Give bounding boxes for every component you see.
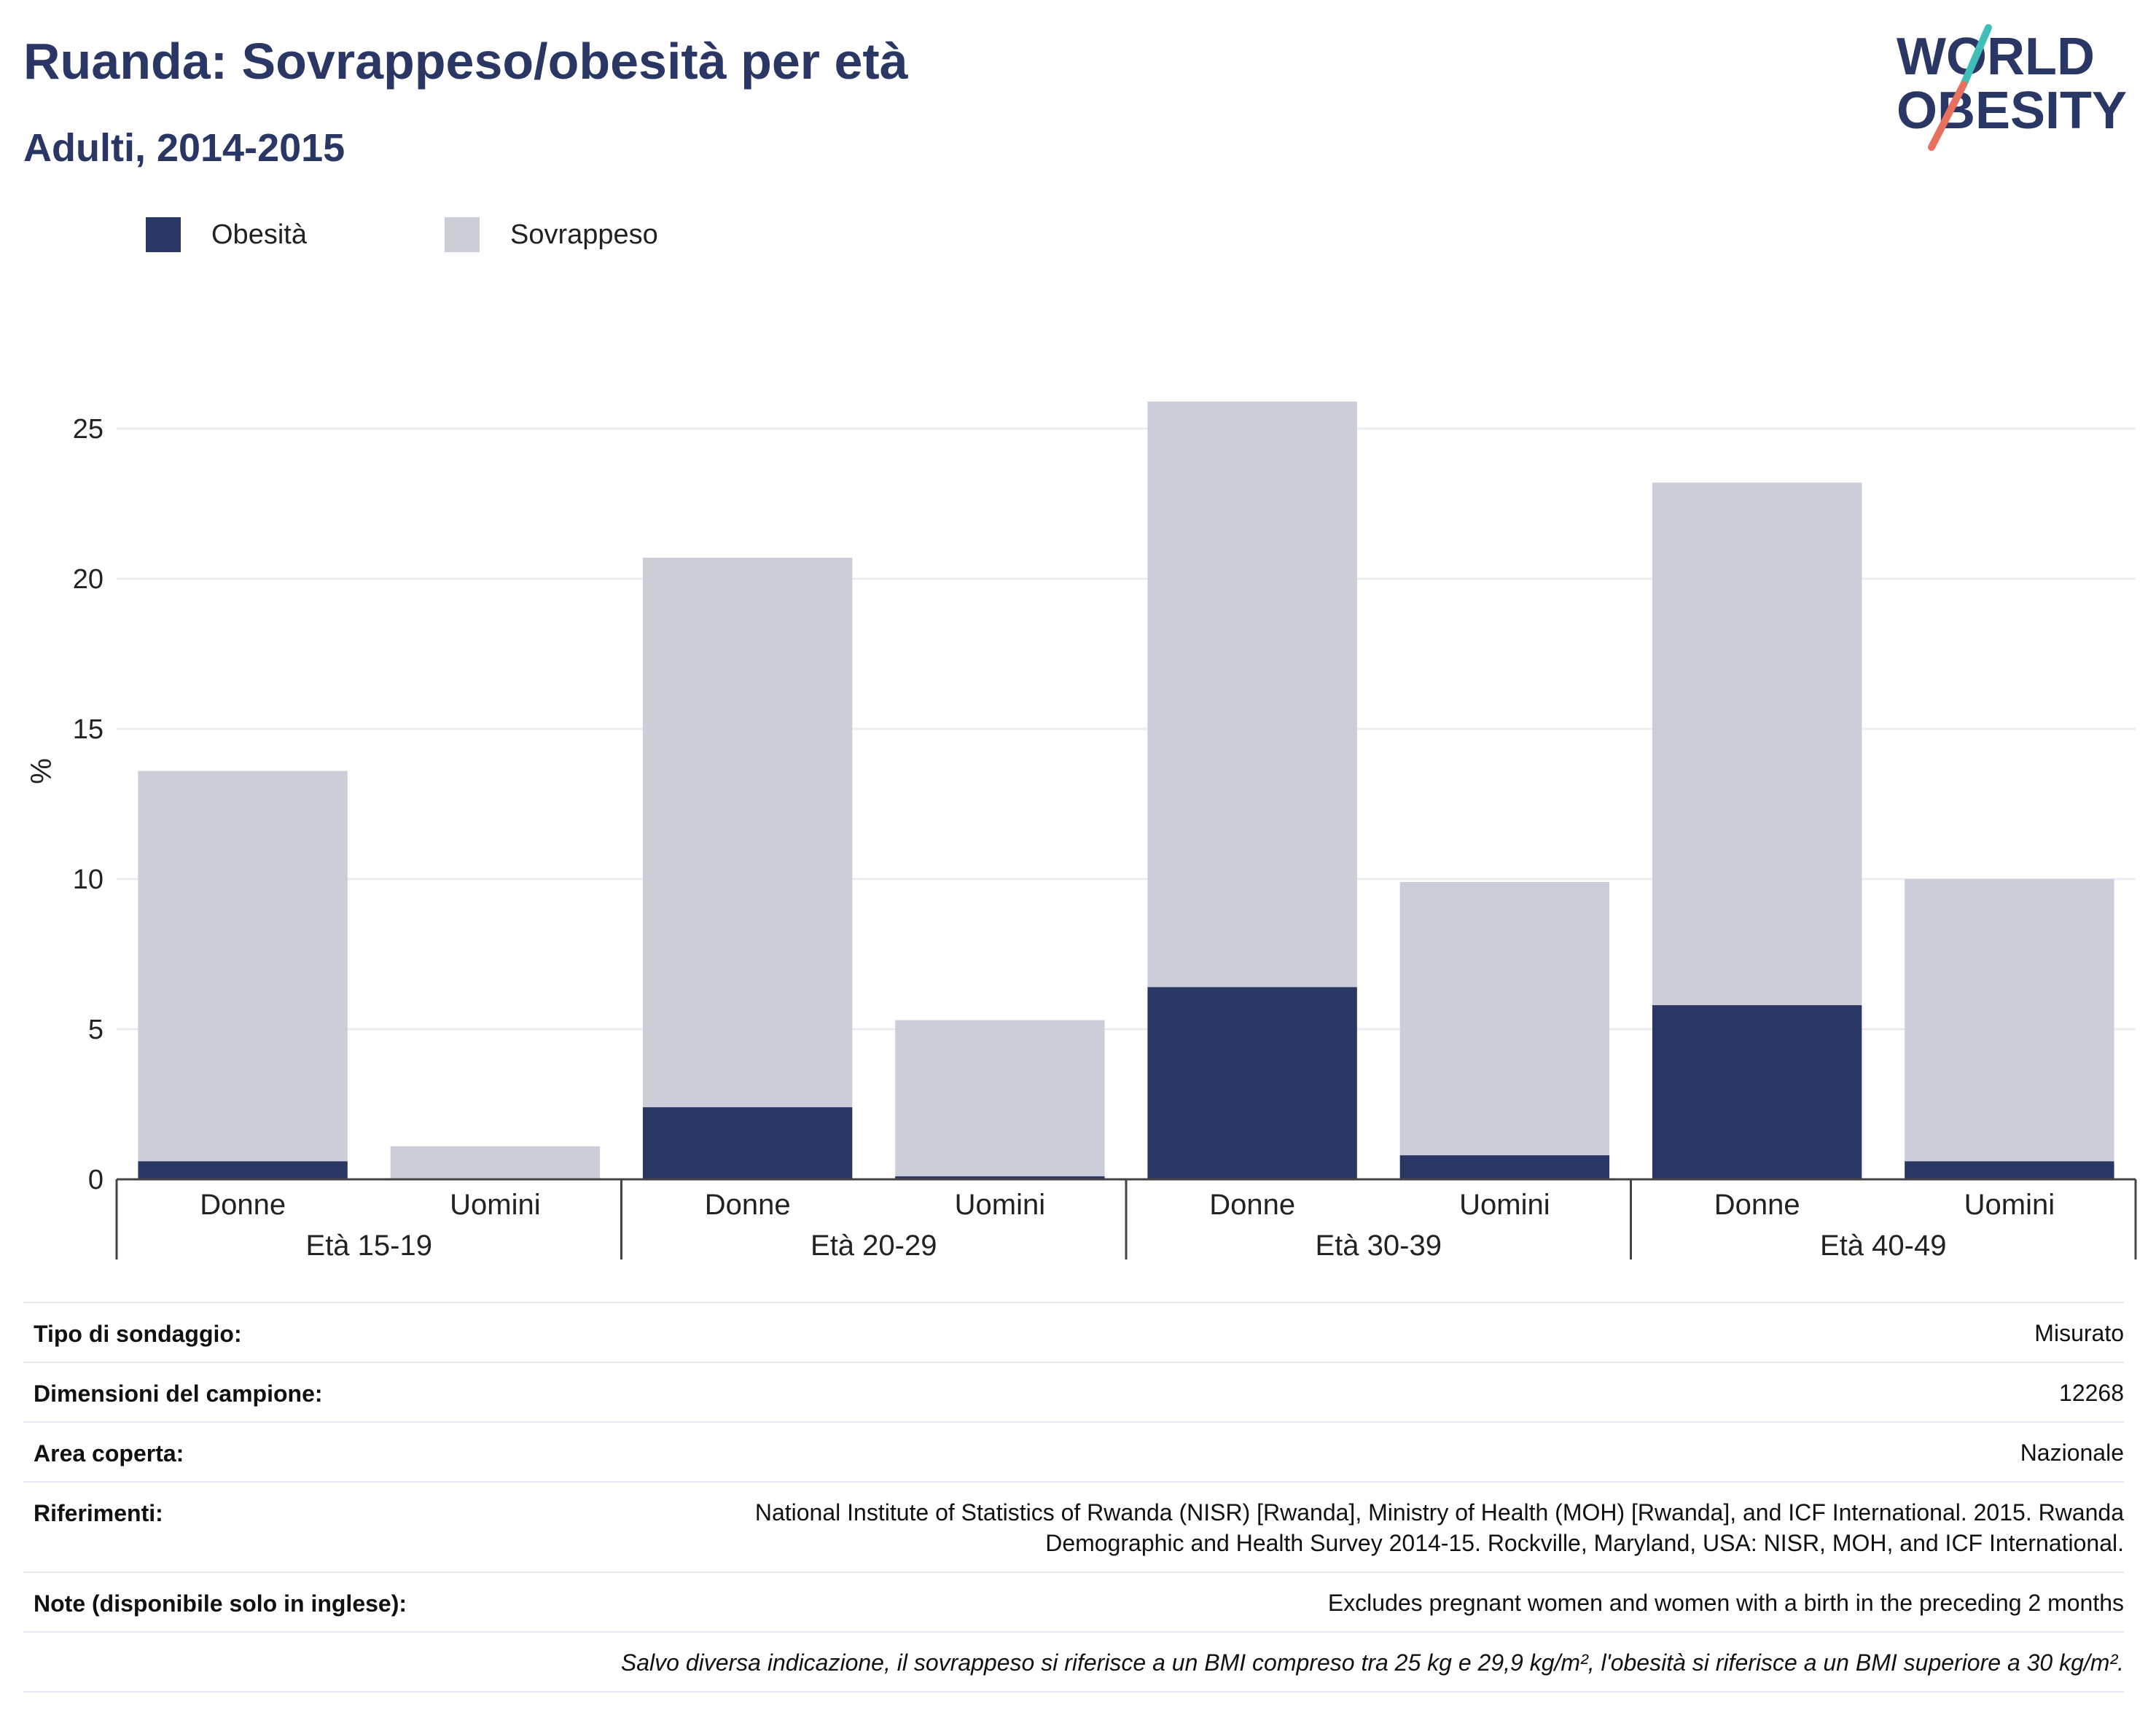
bar-obesity bbox=[642, 1107, 853, 1179]
bar-obesity bbox=[1399, 1155, 1610, 1179]
group-label: Età 15-19 bbox=[306, 1230, 432, 1262]
legend-swatch-obesity bbox=[146, 217, 181, 252]
legend-item-overweight[interactable]: Sovrappeso bbox=[445, 217, 658, 252]
x-tick-label: Donne bbox=[1714, 1189, 1800, 1221]
info-row: Riferimenti: National Institute of Statis… bbox=[23, 1481, 2124, 1571]
info-row: Dimensioni del campione: 12268 bbox=[23, 1362, 2124, 1421]
page-title: Ruanda: Sovrappeso/obesità per età bbox=[23, 33, 908, 90]
bar-overweight bbox=[642, 558, 853, 1108]
x-tick-label: Donne bbox=[705, 1189, 791, 1221]
info-row: Tipo di sondaggio: Misurato bbox=[23, 1302, 2124, 1362]
y-tick-label: 25 bbox=[73, 414, 103, 445]
y-axis-label: % bbox=[26, 758, 58, 784]
y-tick-label: 10 bbox=[73, 864, 103, 895]
info-bottom-border bbox=[23, 1691, 2124, 1692]
bar-overweight bbox=[1399, 882, 1610, 1156]
info-label: Riferimenti: bbox=[34, 1500, 163, 1526]
bar-obesity bbox=[138, 1161, 348, 1179]
info-row: Salvo diversa indicazione, il sovrappeso… bbox=[23, 1631, 2124, 1691]
info-value: National Institute of Statistics of Rwan… bbox=[754, 1499, 2124, 1526]
legend-swatch-overweight bbox=[445, 217, 480, 252]
bar-overweight bbox=[138, 770, 348, 1162]
logo-line-2: OBESITY bbox=[1897, 82, 2127, 140]
info-row: Note (disponibile solo in inglese): Exclu… bbox=[23, 1571, 2124, 1631]
logo-slash-teal bbox=[1960, 24, 1992, 88]
legend-item-obesity[interactable]: Obesità bbox=[146, 217, 307, 252]
group-label: Età 20-29 bbox=[811, 1230, 937, 1262]
info-value: Nazionale bbox=[2020, 1440, 2124, 1466]
stacked-bar-chart: 0 5 10 15 20 25% Donne Uomini Donne Uomini Donne Uo… bbox=[26, 401, 2137, 1262]
bar-obesity bbox=[1652, 1005, 1862, 1179]
group-label: Età 30-39 bbox=[1316, 1230, 1442, 1262]
info-label: Dimensioni del campione: bbox=[34, 1380, 323, 1407]
x-tick-label: Uomini bbox=[450, 1189, 540, 1221]
bar-obesity bbox=[1905, 1161, 2114, 1179]
info-value: Demographic and Health Survey 2014-15. R… bbox=[1045, 1530, 2124, 1556]
x-tick-label: Donne bbox=[200, 1189, 286, 1221]
legend-label-obesity: Obesità bbox=[211, 219, 307, 250]
x-tick-label: Donne bbox=[1209, 1189, 1295, 1221]
bar-overweight bbox=[1905, 879, 2114, 1162]
info-value: Excludes pregnant women and women with a… bbox=[1327, 1590, 2124, 1616]
group-label: Età 40-49 bbox=[1820, 1230, 1946, 1262]
world-obesity-logo: WORLD OBESITY bbox=[1897, 24, 2127, 151]
logo-slash-coral bbox=[1928, 81, 1967, 151]
info-value: 12268 bbox=[2059, 1380, 2124, 1406]
legend-label-overweight: Sovrappeso bbox=[510, 219, 658, 250]
y-tick-label: 20 bbox=[73, 564, 103, 595]
bar-obesity bbox=[895, 1176, 1105, 1179]
info-footnote: Salvo diversa indicazione, il sovrappeso… bbox=[620, 1649, 2124, 1676]
bar-overweight bbox=[895, 1020, 1105, 1176]
info-value: Misurato bbox=[2034, 1320, 2124, 1346]
bar-overweight bbox=[1652, 483, 1862, 1006]
x-tick-label: Uomini bbox=[955, 1189, 1045, 1221]
y-tick-label: 0 bbox=[88, 1165, 103, 1195]
info-row: Area coperta: Nazionale bbox=[23, 1421, 2124, 1481]
x-tick-label: Uomini bbox=[1459, 1189, 1550, 1221]
page-subtitle: Adulti, 2014-2015 bbox=[23, 126, 345, 170]
bar-overweight bbox=[1147, 401, 1357, 988]
x-tick-label: Uomini bbox=[1964, 1189, 2055, 1221]
y-tick-label: 5 bbox=[88, 1015, 103, 1045]
bar-obesity bbox=[1147, 987, 1357, 1179]
y-tick-label: 15 bbox=[73, 714, 103, 745]
logo-line-1: WORLD bbox=[1897, 28, 2095, 86]
info-label: Tipo di sondaggio: bbox=[34, 1321, 242, 1347]
bar-overweight bbox=[390, 1146, 601, 1179]
info-label: Note (disponibile solo in inglese): bbox=[34, 1590, 407, 1617]
info-label: Area coperta: bbox=[34, 1440, 184, 1467]
